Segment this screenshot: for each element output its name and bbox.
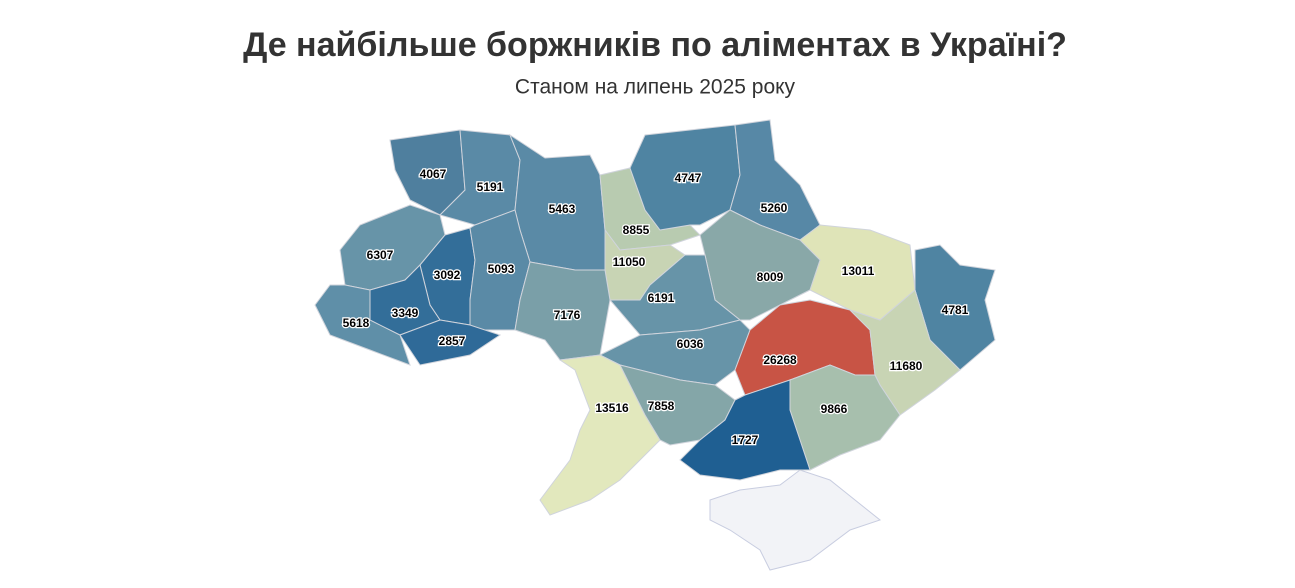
region-label: 11050 bbox=[613, 255, 646, 269]
crimea bbox=[709, 469, 882, 571]
map-title: Де найбільше боржників по аліментах в Ук… bbox=[243, 26, 1067, 64]
region bbox=[849, 289, 961, 416]
region-label: 26268 bbox=[763, 353, 797, 367]
region-label: 2857 bbox=[439, 334, 466, 348]
region bbox=[399, 319, 502, 366]
region-label: 5093 bbox=[488, 262, 515, 276]
region-label: 4781 bbox=[942, 303, 969, 317]
region-label: 5191 bbox=[477, 180, 504, 194]
region bbox=[369, 264, 441, 336]
region-label: 6036 bbox=[677, 337, 704, 351]
region-label: 4067 bbox=[420, 167, 447, 181]
region-label: 6191 bbox=[648, 291, 675, 305]
region-label: 13011 bbox=[842, 264, 875, 278]
map-subtitle: Станом на липень 2025 року bbox=[515, 76, 796, 99]
region-label: 9866 bbox=[821, 402, 848, 416]
region-label: 6307 bbox=[367, 248, 394, 262]
region-label: 8009 bbox=[757, 270, 784, 284]
region-label: 11680 bbox=[890, 359, 923, 373]
region-label: 5260 bbox=[761, 201, 788, 215]
region-label: 7176 bbox=[554, 308, 581, 322]
region bbox=[679, 379, 811, 481]
region-label: 4747 bbox=[675, 171, 702, 185]
labels: 4067 5191 5463 8855 4747 5260 6307 3092 5093 1105… bbox=[341, 166, 970, 449]
region-label: 8855 bbox=[623, 223, 650, 237]
region-label: 3092 bbox=[434, 268, 461, 282]
region-label: 7858 bbox=[648, 399, 675, 413]
region-label: 5618 bbox=[343, 316, 370, 330]
region-label: 5463 bbox=[549, 202, 576, 216]
region-label: 13516 bbox=[595, 401, 629, 415]
region-label: 1727 bbox=[732, 433, 759, 447]
regions bbox=[314, 119, 996, 516]
region-label: 3349 bbox=[392, 306, 419, 320]
